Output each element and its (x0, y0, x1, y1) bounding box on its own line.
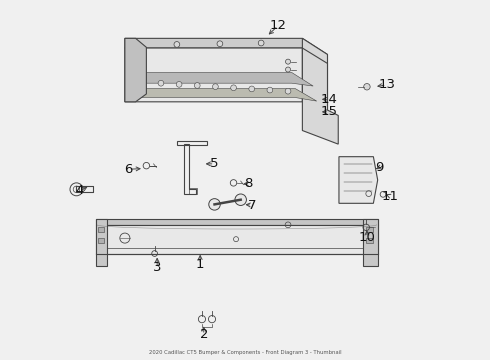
FancyBboxPatch shape (366, 227, 373, 232)
Polygon shape (302, 48, 338, 144)
Circle shape (285, 88, 291, 94)
FancyBboxPatch shape (98, 227, 104, 232)
Circle shape (209, 199, 221, 210)
Text: 11: 11 (382, 190, 399, 203)
Circle shape (249, 86, 255, 92)
Polygon shape (137, 89, 317, 101)
Polygon shape (364, 220, 378, 266)
Text: 8: 8 (245, 177, 253, 190)
Text: 2020 Cadillac CT5 Bumper & Components - Front Diagram 3 - Thumbnail: 2020 Cadillac CT5 Bumper & Components - … (148, 350, 342, 355)
Polygon shape (96, 225, 378, 253)
Circle shape (174, 41, 180, 47)
Circle shape (286, 59, 291, 64)
Circle shape (176, 81, 182, 87)
Polygon shape (125, 39, 327, 63)
Circle shape (258, 40, 264, 46)
Text: 13: 13 (378, 78, 395, 91)
Circle shape (195, 83, 200, 88)
FancyBboxPatch shape (98, 238, 104, 243)
Text: 6: 6 (124, 163, 133, 176)
Circle shape (267, 87, 273, 93)
Text: 15: 15 (321, 105, 338, 118)
Text: 7: 7 (248, 199, 256, 212)
Polygon shape (125, 48, 327, 116)
Circle shape (364, 84, 370, 90)
Circle shape (231, 85, 237, 91)
Circle shape (217, 41, 223, 46)
Polygon shape (96, 220, 107, 266)
Text: 9: 9 (375, 161, 384, 174)
Circle shape (213, 84, 218, 90)
Text: 3: 3 (153, 261, 161, 274)
Polygon shape (96, 220, 378, 225)
Circle shape (286, 67, 291, 72)
Text: 10: 10 (359, 231, 375, 244)
Text: 1: 1 (196, 258, 204, 271)
Text: 4: 4 (76, 184, 84, 197)
Circle shape (235, 194, 246, 206)
Polygon shape (134, 72, 313, 86)
Text: 14: 14 (321, 93, 338, 106)
Polygon shape (302, 39, 327, 116)
Polygon shape (125, 39, 147, 102)
Text: 2: 2 (199, 328, 208, 341)
Text: 5: 5 (210, 157, 219, 170)
FancyBboxPatch shape (366, 238, 373, 243)
Circle shape (158, 80, 164, 86)
Polygon shape (339, 157, 378, 203)
Text: 12: 12 (270, 19, 287, 32)
Circle shape (140, 79, 146, 85)
